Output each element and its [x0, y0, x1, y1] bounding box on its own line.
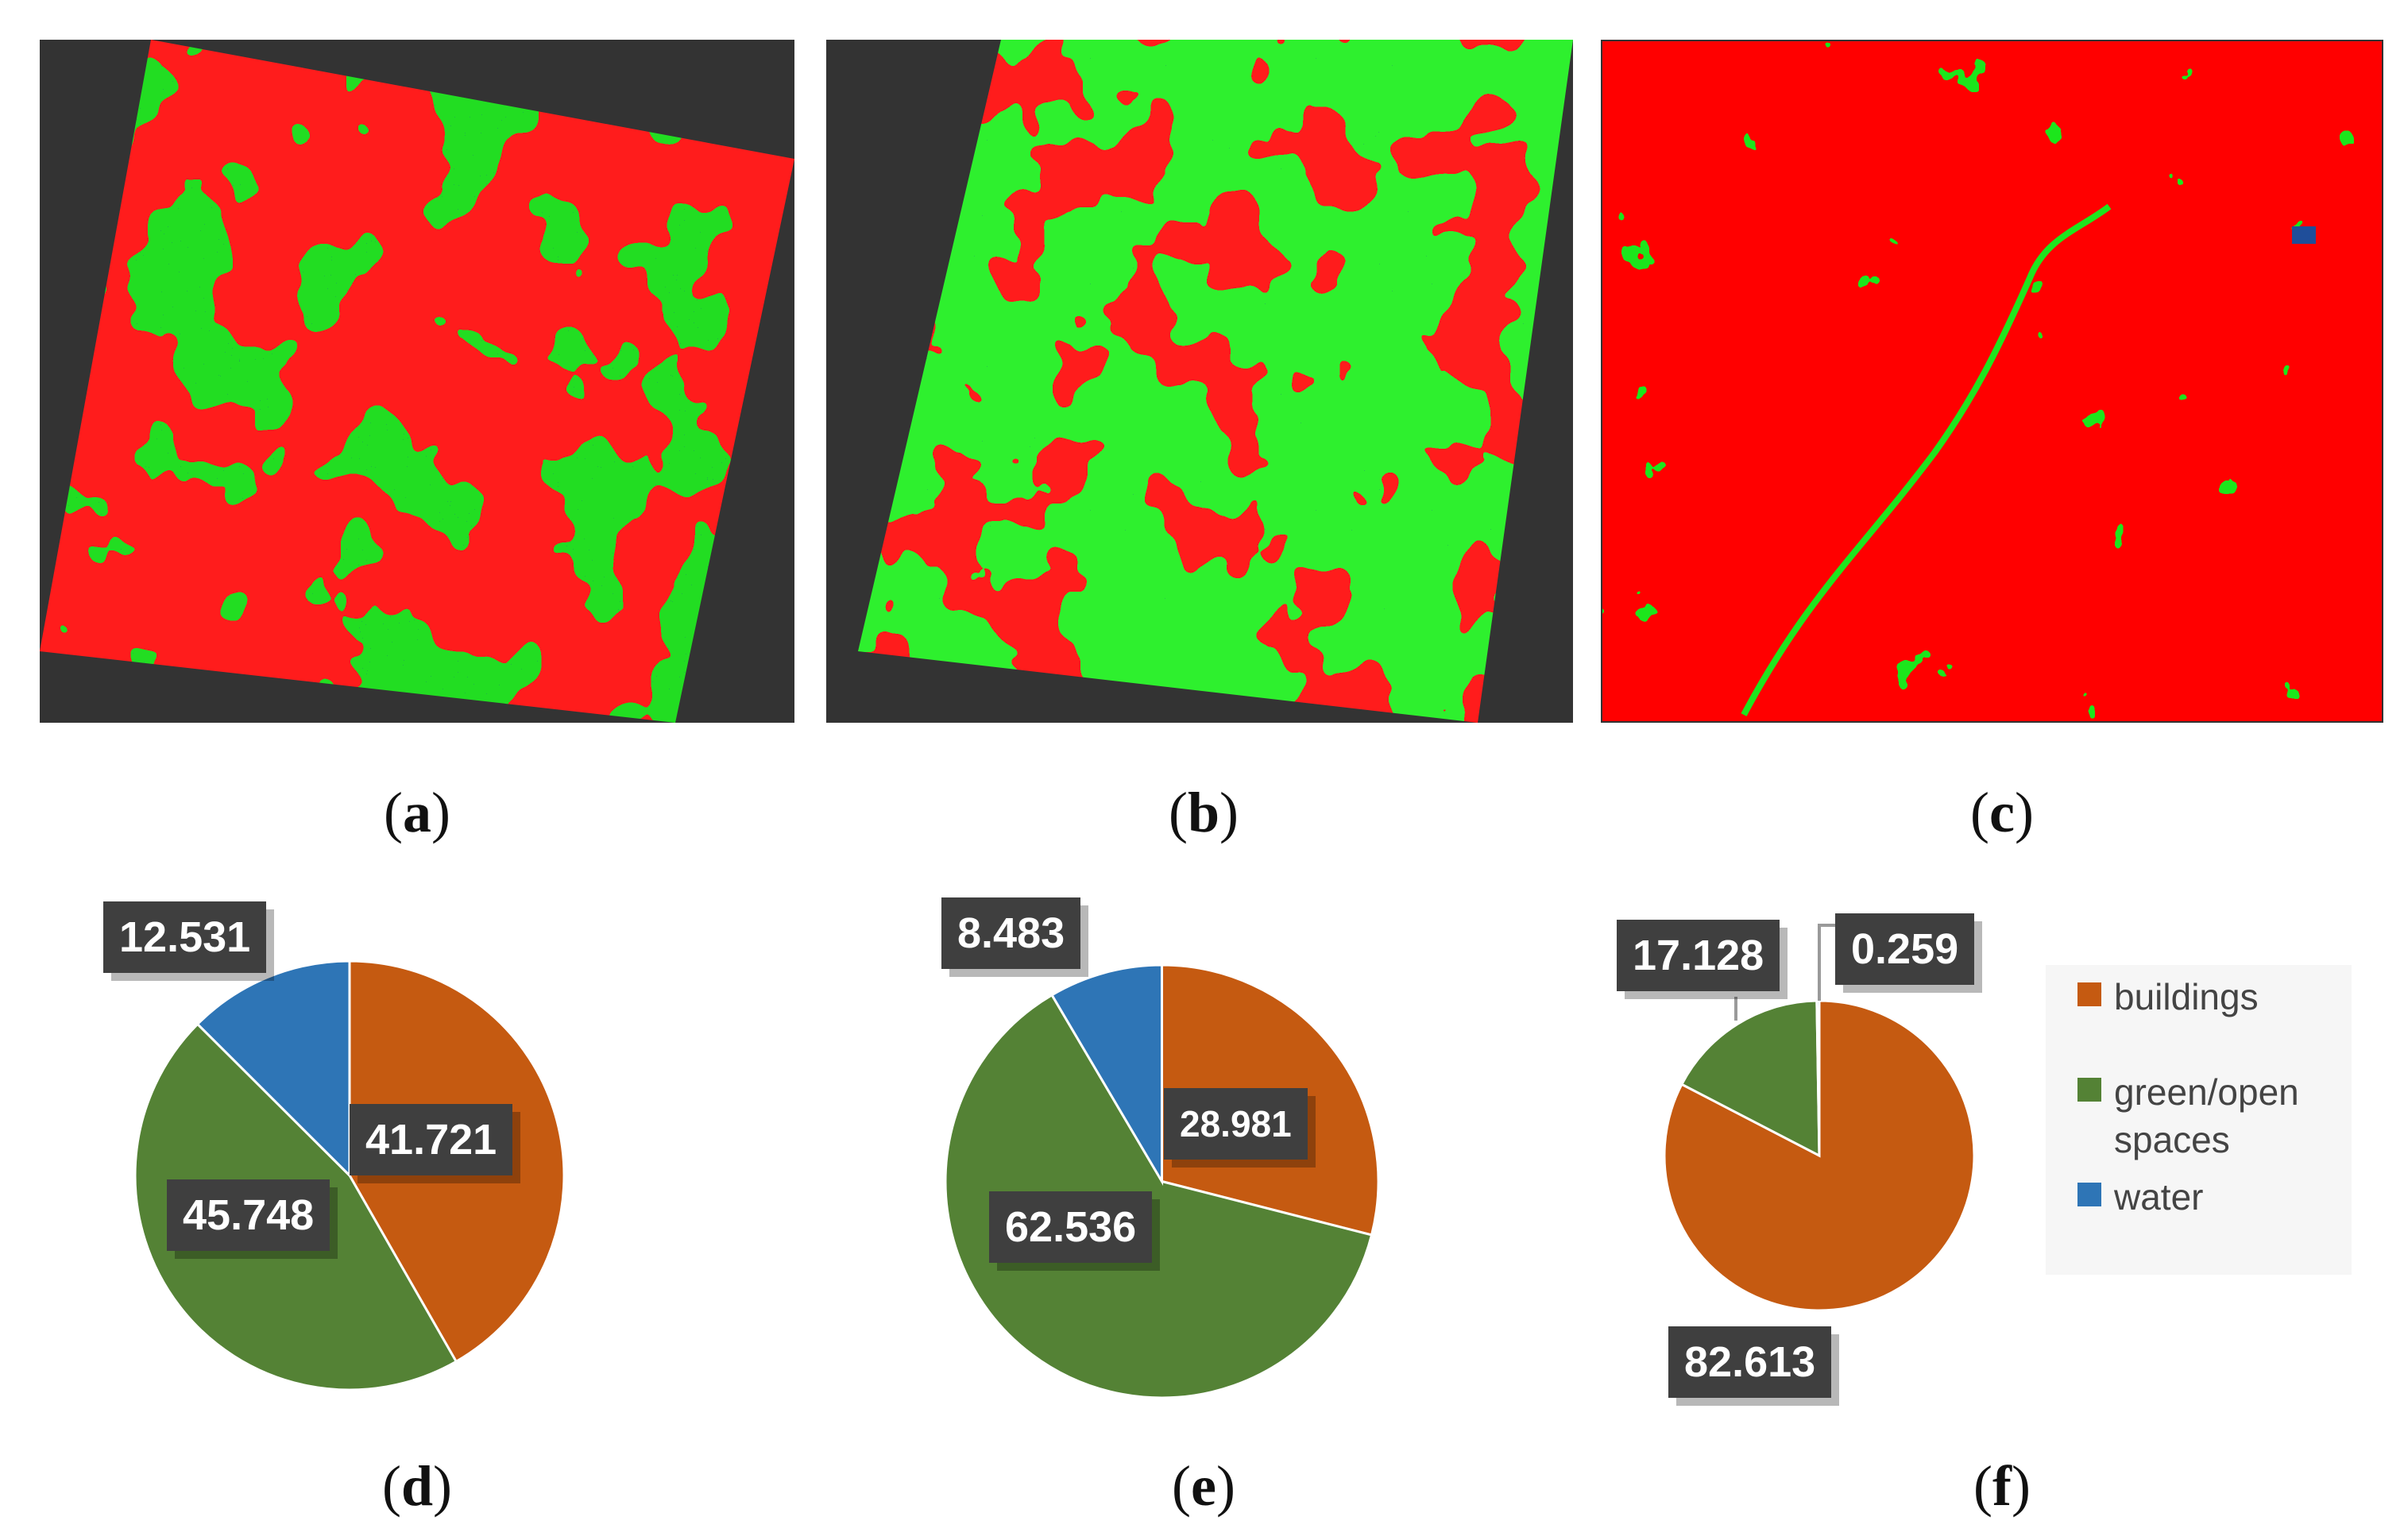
pie-e-label-green: 62.536	[989, 1191, 1153, 1263]
caption-f: (f)	[1973, 1454, 2031, 1518]
legend-item-water: water	[2077, 1173, 2352, 1221]
pie-d-slice-water	[195, 959, 351, 1179]
pie-f-slice-water	[1815, 999, 1821, 1156]
pie-f-label-green: 17.128	[1617, 920, 1780, 991]
legend-item-buildings: buildings	[2077, 973, 2352, 1021]
map-a-image	[40, 40, 794, 723]
legend-label-water: water	[2114, 1176, 2204, 1218]
pie-e-label-buildings: 28.981	[1164, 1088, 1308, 1160]
map-c-image	[1601, 40, 2383, 723]
pie-chart-d	[133, 959, 566, 1391]
pie-d-label-buildings: 41.721	[350, 1104, 513, 1175]
pie-e-svg	[944, 963, 1380, 1399]
caption-b: (b)	[1168, 781, 1239, 844]
map-panel-a	[40, 40, 794, 723]
pie-f-label-buildings: 82.613	[1668, 1326, 1832, 1398]
pie-chart-e	[944, 963, 1380, 1399]
map-c-river	[1741, 203, 2112, 716]
pie-e-slice-water	[1049, 963, 1163, 1186]
map-a-classification	[40, 40, 794, 723]
pie-f-label-water: 0.259	[1835, 913, 1975, 985]
pie-chart-f	[1663, 999, 1976, 1312]
map-b-classification	[858, 40, 1573, 723]
legend: buildings green/open spaces water	[2046, 965, 2352, 1275]
map-panel-b	[826, 40, 1573, 723]
map-c-classification	[1602, 41, 2382, 721]
pie-f-svg	[1663, 999, 1976, 1312]
caption-e: (e)	[1172, 1454, 1235, 1518]
map-b-image	[826, 40, 1573, 723]
caption-d: (d)	[381, 1454, 453, 1518]
legend-swatch-green	[2077, 1078, 2101, 1102]
leader-line-water	[1818, 924, 1835, 1001]
pie-d-label-green: 45.748	[167, 1179, 330, 1251]
legend-label-green: green/open spaces	[2114, 1071, 2299, 1160]
legend-item-green: green/open spaces	[2077, 1068, 2352, 1164]
pie-e-label-water: 8.483	[941, 897, 1081, 969]
pie-f-slice-buildings	[1663, 999, 1976, 1312]
map-panel-c	[1601, 40, 2383, 723]
pie-d-label-water: 12.531	[103, 901, 267, 973]
map-c-water-body	[2292, 226, 2316, 244]
caption-c: (c)	[1970, 781, 2034, 844]
pie-f-slice-green	[1679, 999, 1821, 1158]
pie-e-slice-green	[944, 993, 1374, 1399]
pie-d-svg	[133, 959, 566, 1391]
legend-label-buildings: buildings	[2114, 976, 2259, 1017]
legend-swatch-water	[2077, 1183, 2101, 1206]
caption-a: (a)	[384, 781, 450, 844]
legend-swatch-buildings	[2077, 982, 2101, 1006]
